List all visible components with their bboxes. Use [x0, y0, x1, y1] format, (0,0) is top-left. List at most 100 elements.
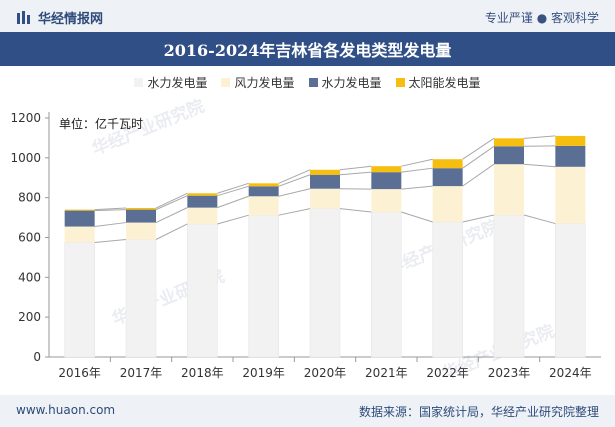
- stacked-bar-chart: 华经产业研究院 华经产业研究院 华经产业研究院 华经产业研究院 02004006…: [10, 96, 601, 385]
- bar-segment: [64, 226, 95, 243]
- bar-segment: [125, 239, 157, 358]
- y-tick-label: 1200: [10, 111, 41, 125]
- x-tick-label: 2019年: [242, 366, 285, 380]
- series-connector-line: [278, 174, 311, 187]
- series-connector-line: [462, 137, 495, 160]
- x-tick-label: 2021年: [365, 366, 408, 380]
- x-tick-label: 2017年: [120, 366, 163, 380]
- bar-segment: [371, 166, 402, 173]
- bar-segment: [126, 208, 156, 210]
- series-connector-line: [94, 222, 127, 228]
- connector-line-layer: [94, 135, 556, 243]
- bar-segment: [371, 172, 402, 190]
- legend-swatch-solar: [395, 77, 405, 87]
- x-tick-label: 2016年: [58, 366, 101, 380]
- y-tick-label: 200: [18, 310, 41, 324]
- series-connector-line: [217, 195, 249, 209]
- title-bar: 2016-2024年吉林省各发电类型发电量: [0, 32, 615, 66]
- series-connector-line: [217, 185, 249, 197]
- series-connector-line: [401, 158, 433, 167]
- series-connector-line: [401, 211, 433, 223]
- series-connector-line: [339, 208, 372, 213]
- footer-source: 数据来源：国家统计局，华经产业研究院整理: [358, 405, 599, 419]
- bar-segment: [126, 222, 156, 240]
- bar-segment: [494, 138, 524, 147]
- bar-segment: [248, 186, 279, 197]
- legend-swatch-wind: [221, 77, 231, 87]
- series-connector-line: [94, 209, 127, 212]
- series-connector-line: [339, 171, 372, 176]
- series-connector-line: [278, 169, 311, 184]
- bar-segment: [64, 210, 95, 227]
- bar-segment: [248, 196, 279, 216]
- series-connector-line: [94, 207, 127, 211]
- bar-segment: [64, 242, 95, 358]
- series-connector-line: [278, 188, 311, 197]
- bar-segment: [310, 169, 340, 175]
- legend-label-hydro: 水力发电量: [147, 75, 208, 90]
- x-tick-label: 2024年: [549, 366, 592, 380]
- top-bar: 华经情报网 专业严谨 ● 客观科学: [0, 0, 615, 32]
- series-connector-line: [523, 163, 556, 168]
- x-tick-label: 2022年: [426, 366, 469, 380]
- x-tick-label: 2018年: [181, 366, 224, 380]
- y-tick-label: 600: [18, 231, 41, 245]
- series-connector-line: [401, 167, 433, 173]
- bar-segment: [555, 223, 586, 358]
- series-connector-line: [278, 208, 311, 216]
- bar-segment: [64, 209, 95, 211]
- y-tick-label: 800: [18, 191, 41, 205]
- tagline: 专业严谨 ● 客观科学: [484, 11, 599, 25]
- bar-segment: [310, 188, 340, 209]
- bar-segment: [187, 195, 218, 208]
- legend-label-solar: 太阳能发电量: [408, 75, 481, 90]
- bar-segment: [371, 189, 402, 213]
- legend-item-hydro: 水力发电量: [134, 74, 207, 91]
- bar-segment: [432, 159, 463, 169]
- bar-segment: [309, 208, 341, 358]
- footer: www.huaon.com 数据来源：国家统计局，华经产业研究院整理: [0, 395, 615, 427]
- huajing-logo-icon: [17, 10, 30, 24]
- series-connector-line: [94, 238, 127, 243]
- series-connector-line: [462, 145, 495, 169]
- y-tick-label: 400: [18, 270, 41, 284]
- bar-layer: [64, 135, 586, 358]
- bar-segment: [494, 146, 524, 165]
- series-connector-line: [523, 214, 556, 225]
- bar-segment: [187, 223, 218, 358]
- chart-legend: 水力发电量 风力发电量 水力发电量 太阳能发电量: [0, 72, 615, 92]
- bar-segment: [187, 207, 218, 224]
- bar-segment: [187, 193, 218, 196]
- bar-segment: [555, 135, 586, 146]
- legend-label-hydro-2: 水力发电量: [321, 75, 382, 90]
- bar-segment: [432, 221, 463, 358]
- brand: 华经情报网: [16, 8, 103, 27]
- legend-label-wind: 风力发电量: [234, 75, 295, 90]
- brand-name: 华经情报网: [38, 12, 104, 27]
- legend-item-hydro-2: 水力发电量: [308, 74, 382, 91]
- series-connector-line: [217, 182, 249, 194]
- bar-segment: [432, 186, 463, 222]
- x-tick-label: 2023年: [488, 366, 531, 380]
- series-connector-line: [401, 185, 433, 190]
- bar-segment: [248, 183, 279, 187]
- bar-segment: [494, 164, 524, 215]
- legend-swatch-hydro: [134, 77, 144, 87]
- bar-segment: [555, 145, 586, 167]
- y-tick-label: 1000: [10, 151, 41, 165]
- bar-segment: [248, 214, 279, 358]
- series-connector-line: [155, 207, 188, 224]
- legend-item-wind: 风力发电量: [221, 74, 295, 91]
- x-tick-label: 2020年: [304, 366, 347, 380]
- series-connector-line: [217, 214, 249, 225]
- bar-segment: [555, 166, 586, 224]
- y-tick-label: 0: [33, 350, 41, 364]
- footer-website: www.huaon.com: [16, 403, 116, 417]
- series-connector-line: [462, 214, 495, 223]
- bar-segment: [126, 209, 156, 223]
- unit-label: 单位：亿千瓦时: [59, 116, 143, 131]
- bar-segment: [371, 211, 402, 358]
- legend-item-solar: 太阳能发电量: [395, 74, 481, 91]
- series-connector-line: [523, 135, 556, 139]
- series-connector-line: [462, 163, 495, 187]
